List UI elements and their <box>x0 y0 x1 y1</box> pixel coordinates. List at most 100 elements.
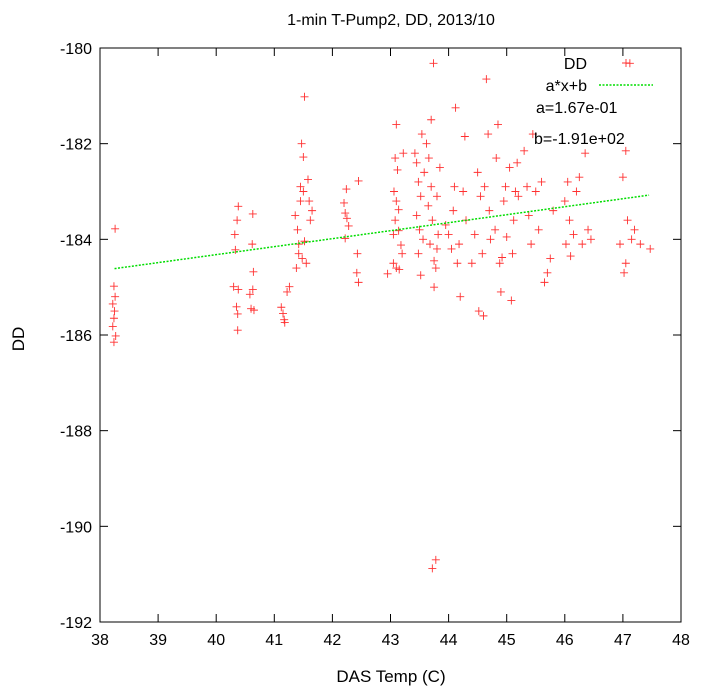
data-point <box>233 216 242 225</box>
data-point <box>297 139 306 148</box>
y-tick-label: -188 <box>60 424 92 441</box>
data-point <box>412 211 421 220</box>
data-point <box>108 322 117 331</box>
data-point <box>498 253 507 262</box>
data-point <box>389 259 398 268</box>
data-point <box>394 226 403 235</box>
data-point <box>391 154 400 163</box>
data-point <box>531 187 540 196</box>
data-point <box>414 177 423 186</box>
data-point <box>395 265 404 274</box>
x-tick-label: 46 <box>556 632 574 649</box>
data-point <box>230 230 239 239</box>
data-point <box>630 225 639 234</box>
data-point <box>292 264 301 273</box>
data-point <box>484 130 493 139</box>
data-point <box>459 187 468 196</box>
data-point <box>422 139 431 148</box>
data-point <box>424 154 433 163</box>
data-point <box>428 216 437 225</box>
data-point <box>354 176 363 185</box>
data-point <box>249 306 258 315</box>
data-point <box>109 314 118 323</box>
data-point <box>392 197 401 206</box>
data-point <box>293 225 302 234</box>
data-point <box>306 216 315 225</box>
data-point <box>416 192 425 201</box>
data-point <box>527 240 536 249</box>
data-point <box>340 198 349 207</box>
data-point <box>432 192 441 201</box>
data-point <box>231 245 240 254</box>
data-point <box>476 192 485 201</box>
plot-frame <box>99 47 682 623</box>
x-tick-label: 48 <box>672 632 690 649</box>
data-point <box>646 244 655 253</box>
x-tick-label: 39 <box>149 632 167 649</box>
data-point <box>524 211 533 220</box>
data-point <box>299 187 308 196</box>
data-point <box>342 214 351 223</box>
y-tick-label: -184 <box>60 232 92 249</box>
fit-line <box>114 194 650 270</box>
annotation-a: a=1.67e-01 <box>536 100 618 117</box>
axis-tick-labels: 38 39 40 41 42 43 44 45 46 47 48 -180 -182 -184 -186 -1… <box>60 41 690 649</box>
data-point <box>473 168 482 177</box>
data-point <box>285 282 294 291</box>
data-point <box>410 149 419 158</box>
data-point <box>444 230 453 239</box>
data-point <box>508 249 517 258</box>
data-point <box>581 149 590 158</box>
data-point <box>249 267 258 276</box>
data-points <box>108 59 655 573</box>
data-point <box>391 216 400 225</box>
data-point <box>492 154 501 163</box>
x-tick-label: 45 <box>498 632 516 649</box>
data-point <box>394 205 403 214</box>
x-tick-label: 42 <box>324 632 342 649</box>
data-point <box>495 259 504 268</box>
data-point <box>435 163 444 172</box>
data-point <box>109 282 118 291</box>
data-point <box>514 192 523 201</box>
data-point <box>248 240 257 249</box>
data-point <box>419 235 428 244</box>
data-point <box>430 283 439 292</box>
data-point <box>414 249 423 258</box>
data-point <box>298 254 307 263</box>
x-tick-label: 40 <box>207 632 225 649</box>
y-axis-label: DD <box>9 327 28 352</box>
chart-title: 1-min T-Pump2, DD, 2013/10 <box>287 12 495 29</box>
data-point <box>233 309 242 318</box>
data-point <box>569 230 578 239</box>
data-point <box>509 216 518 225</box>
data-point <box>565 216 574 225</box>
data-point <box>302 259 311 268</box>
data-point <box>479 311 488 320</box>
data-point <box>248 285 257 294</box>
data-point <box>447 244 456 253</box>
data-point <box>424 201 433 210</box>
data-point <box>427 115 436 124</box>
data-point <box>627 235 636 244</box>
y-tick-label: -192 <box>60 615 92 632</box>
data-point <box>449 206 458 215</box>
data-point <box>429 59 438 68</box>
data-point <box>620 268 629 277</box>
data-point <box>399 149 408 158</box>
data-point <box>467 259 476 268</box>
data-point <box>621 259 630 268</box>
data-point <box>280 318 289 327</box>
data-point <box>234 285 243 294</box>
data-point <box>434 230 443 239</box>
data-point <box>341 234 350 243</box>
data-point <box>460 132 469 141</box>
data-point <box>294 249 303 258</box>
fit-line-group <box>114 194 650 270</box>
data-point <box>491 225 500 234</box>
x-tick-label: 47 <box>614 632 632 649</box>
data-point <box>111 331 120 340</box>
data-point <box>430 256 439 265</box>
data-point <box>499 197 508 206</box>
data-point <box>563 177 572 186</box>
